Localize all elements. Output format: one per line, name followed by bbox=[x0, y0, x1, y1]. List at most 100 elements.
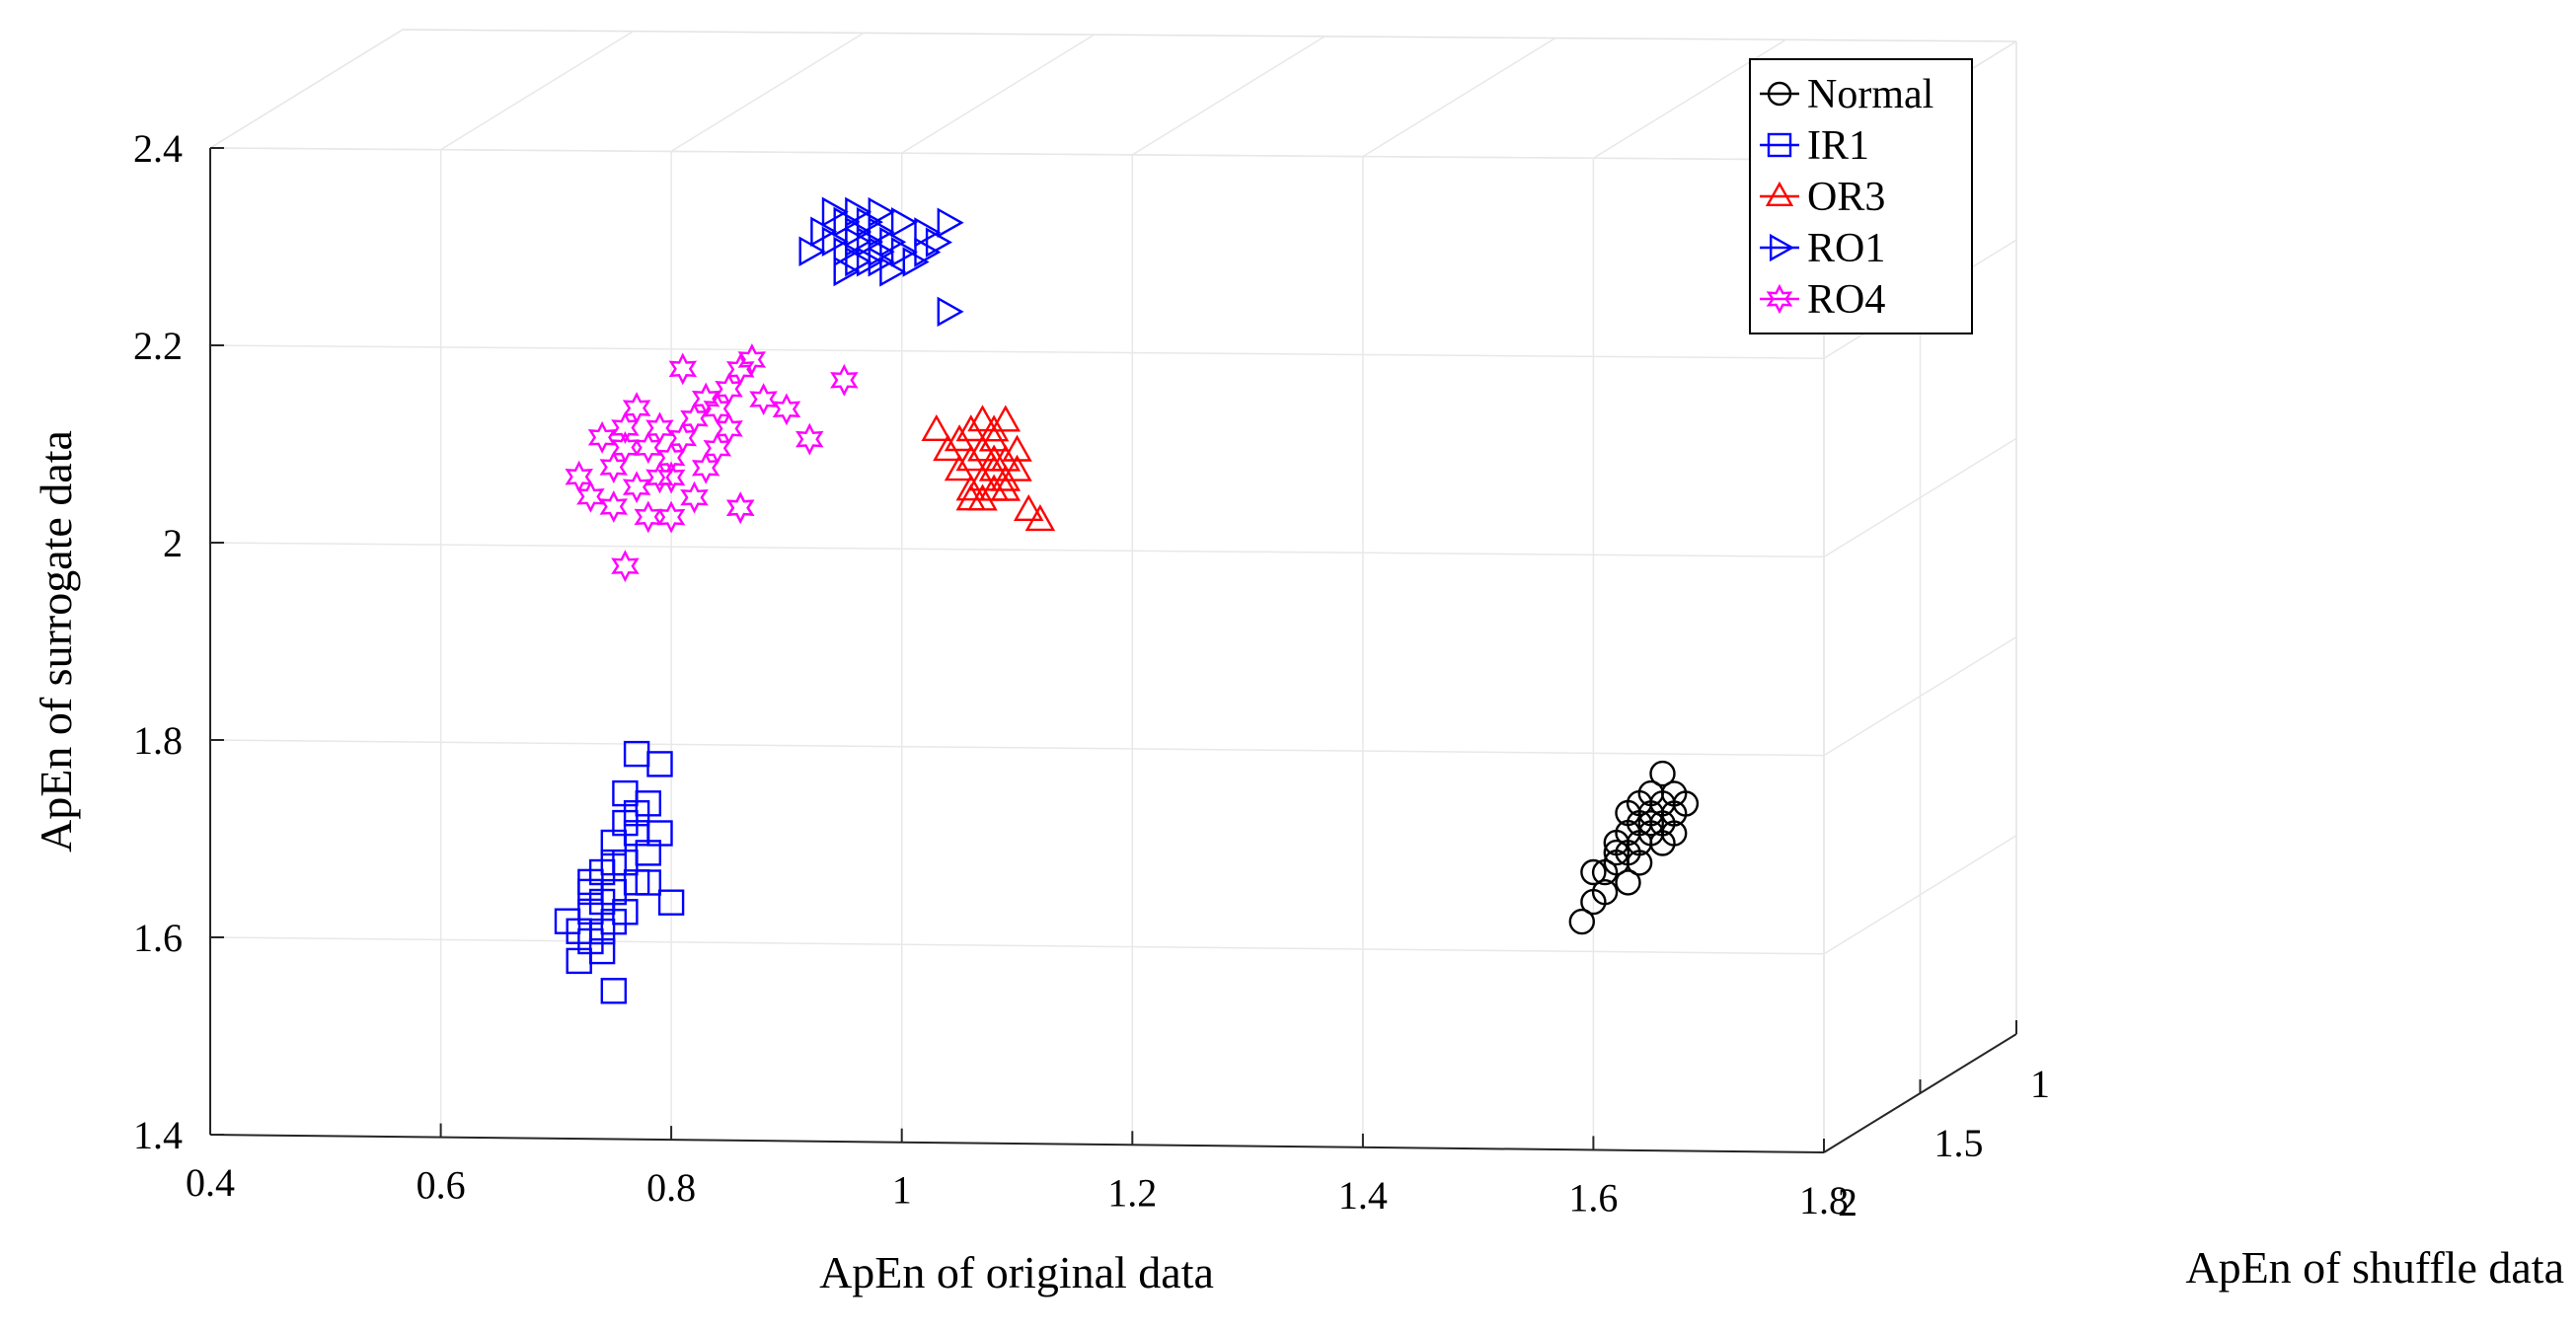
x-tick-label: 1.2 bbox=[1107, 1170, 1157, 1215]
data-point bbox=[868, 246, 895, 277]
data-point bbox=[611, 411, 640, 444]
y-tick-label: 1.8 bbox=[133, 718, 183, 763]
data-point bbox=[1002, 454, 1032, 481]
data-point bbox=[657, 889, 685, 916]
grid-line bbox=[670, 32, 865, 153]
legend-label: RO1 bbox=[1807, 226, 1885, 271]
data-point bbox=[680, 402, 709, 435]
data-point bbox=[691, 382, 720, 415]
data-point bbox=[1615, 869, 1641, 896]
data-point bbox=[622, 471, 651, 504]
data-point bbox=[645, 411, 674, 445]
data-point bbox=[772, 393, 801, 426]
data-point bbox=[623, 740, 650, 768]
grid-line bbox=[209, 542, 1825, 558]
data-point bbox=[937, 207, 964, 238]
data-point bbox=[611, 431, 640, 464]
data-point bbox=[955, 483, 987, 511]
legend-marker bbox=[1767, 81, 1792, 107]
data-point bbox=[612, 899, 639, 925]
data-point bbox=[845, 226, 872, 258]
data-point bbox=[944, 424, 975, 452]
data-point bbox=[955, 474, 987, 501]
y-axis-label: ApEn of surrogate data bbox=[31, 430, 81, 852]
x-tick-label: 1.4 bbox=[1338, 1173, 1388, 1218]
grid-line bbox=[1362, 37, 1556, 158]
data-point bbox=[576, 480, 605, 513]
data-point bbox=[921, 413, 952, 441]
data-point bbox=[565, 460, 594, 493]
data-point bbox=[890, 207, 918, 238]
data-point bbox=[978, 414, 1010, 442]
legend-label: IR1 bbox=[1807, 123, 1869, 169]
x-tick-label: 0.4 bbox=[186, 1160, 235, 1205]
data-point bbox=[715, 411, 743, 445]
legend-marker bbox=[1766, 283, 1793, 315]
data-point bbox=[588, 918, 616, 945]
data-point bbox=[577, 878, 604, 906]
data-point bbox=[1672, 790, 1700, 817]
data-point bbox=[587, 420, 617, 454]
grid-line bbox=[901, 34, 1096, 154]
data-point bbox=[1603, 839, 1630, 866]
y-tick-label: 2.4 bbox=[133, 126, 183, 171]
data-point bbox=[646, 820, 673, 847]
data-point bbox=[634, 500, 663, 534]
y-tick-label: 1.6 bbox=[133, 916, 183, 960]
data-point bbox=[599, 490, 629, 523]
data-point bbox=[634, 431, 663, 465]
x-tick-label: 1.8 bbox=[1799, 1178, 1849, 1222]
data-point bbox=[646, 751, 673, 777]
data-point bbox=[725, 491, 755, 525]
data-point bbox=[990, 464, 1022, 491]
data-point bbox=[868, 196, 895, 228]
data-point bbox=[588, 937, 616, 965]
legend-marker bbox=[1767, 132, 1792, 158]
legend: Normal IR1 OR3 RO1 RO4 bbox=[1749, 58, 1973, 334]
data-point bbox=[691, 451, 720, 484]
data-point bbox=[955, 444, 987, 472]
data-point bbox=[611, 550, 640, 583]
data-point bbox=[937, 296, 964, 328]
data-point bbox=[1024, 504, 1056, 532]
legend-label: OR3 bbox=[1807, 175, 1885, 220]
data-point bbox=[680, 481, 709, 514]
data-point bbox=[668, 352, 698, 386]
data-point bbox=[725, 352, 755, 386]
data-point bbox=[978, 424, 1010, 452]
z-tick-label: 1.5 bbox=[1934, 1121, 1984, 1165]
grid-line bbox=[1131, 36, 1326, 156]
data-point bbox=[955, 414, 987, 442]
y-tick-label: 2.2 bbox=[133, 324, 183, 368]
data-point bbox=[715, 372, 743, 406]
data-point bbox=[990, 405, 1022, 432]
data-point bbox=[990, 474, 1022, 501]
box-edge bbox=[402, 29, 2017, 42]
data-point bbox=[656, 461, 686, 494]
data-point bbox=[703, 431, 732, 465]
series-ir1 bbox=[554, 740, 685, 1004]
data-point bbox=[635, 869, 661, 896]
data-point bbox=[978, 454, 1010, 481]
legend-label: RO4 bbox=[1807, 277, 1885, 323]
data-point bbox=[933, 434, 963, 462]
data-point bbox=[1568, 908, 1596, 935]
z-axis-label: ApEn of shuffle data bbox=[2185, 1242, 2564, 1293]
grid-line bbox=[440, 31, 634, 151]
data-point bbox=[944, 454, 975, 481]
x-axis-label: ApEn of original data bbox=[819, 1247, 1214, 1297]
y-tick-label: 2 bbox=[163, 521, 183, 565]
legend-marker bbox=[1765, 181, 1794, 207]
series-normal bbox=[1568, 760, 1700, 935]
data-point bbox=[1637, 810, 1665, 837]
legend-marker bbox=[1769, 233, 1795, 262]
x-tick-label: 1.6 bbox=[1568, 1175, 1618, 1220]
series-ro4 bbox=[565, 343, 859, 583]
data-point bbox=[967, 405, 998, 432]
legend-label: Normal bbox=[1807, 72, 1933, 117]
data-point bbox=[1580, 858, 1607, 886]
data-point bbox=[737, 343, 767, 376]
data-point bbox=[1013, 493, 1044, 521]
